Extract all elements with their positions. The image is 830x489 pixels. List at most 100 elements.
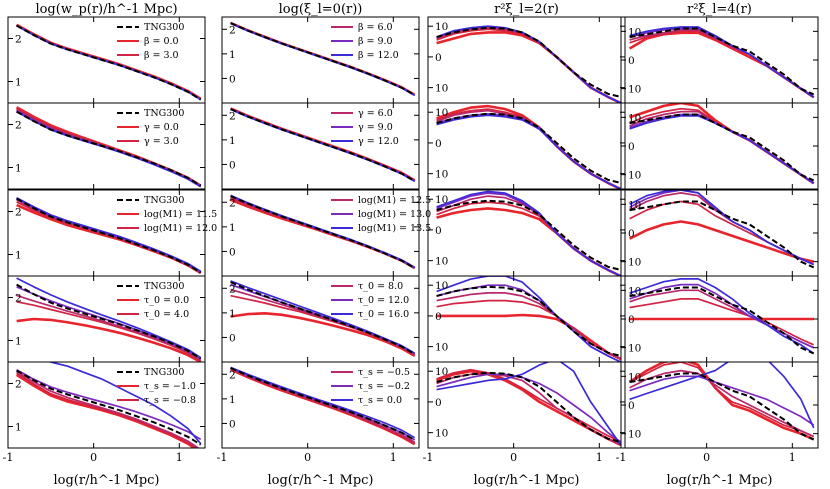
reference-line bbox=[629, 372, 815, 441]
panel-1-2: 10 0 10 bbox=[427, 102, 626, 190]
reference-line bbox=[16, 197, 202, 274]
y-tick-label: 10 bbox=[435, 21, 448, 33]
y-tick-label: 10 bbox=[628, 170, 641, 182]
legend: TNG300 γ = 0.0 γ = 3.0 bbox=[117, 108, 184, 147]
reference-line bbox=[16, 369, 202, 446]
y-tick-label: 0 bbox=[628, 141, 635, 153]
x-tick-label: 0 bbox=[304, 451, 311, 464]
series-line-3 bbox=[629, 283, 815, 349]
series-line-1 bbox=[436, 299, 622, 360]
y-tick-label: 10 bbox=[628, 84, 641, 96]
x-tick-label: 1 bbox=[789, 451, 796, 464]
reference-line bbox=[629, 286, 815, 355]
panel-4-3: -1 0 1 10 0 10 bbox=[616, 361, 819, 464]
reference-line bbox=[230, 367, 416, 441]
reference-line bbox=[629, 200, 815, 269]
y-tick-label: 10 bbox=[435, 280, 448, 292]
panel-0-2: 10 0 10 bbox=[427, 16, 626, 104]
series-line-0 bbox=[16, 317, 202, 362]
y-tick-label: 10 bbox=[435, 342, 448, 354]
panel-lines bbox=[15, 362, 202, 448]
x-tick-label: -1 bbox=[3, 451, 14, 464]
column-title-3: r²ξ_l=4(r) bbox=[687, 2, 752, 17]
series-line-4 bbox=[436, 114, 622, 189]
y-tick-label: 10 bbox=[435, 169, 448, 181]
legend-label: TNG300 bbox=[144, 108, 184, 119]
y-tick-label: 2 bbox=[15, 120, 22, 132]
y-tick-label: 1 bbox=[15, 336, 22, 348]
panel-lines bbox=[436, 104, 622, 189]
panel-lines bbox=[15, 106, 202, 188]
panel-4-2: -1 0 1 10 0 10 bbox=[423, 361, 626, 464]
legend-label: γ = 3.0 bbox=[144, 136, 179, 147]
panel-2-2: 10 0 10 bbox=[427, 189, 626, 277]
x-tick-label: 0 bbox=[510, 451, 517, 464]
reference-line bbox=[230, 195, 416, 269]
legend-label: TNG300 bbox=[144, 22, 184, 33]
y-tick-label: 2 bbox=[229, 24, 236, 36]
y-tick-label: 1 bbox=[15, 250, 22, 262]
panel-lines bbox=[436, 276, 622, 362]
legend: TNG300 log(M1) = 11.5 log(M1) = 12.0 bbox=[117, 195, 217, 234]
y-tick-label: 0 bbox=[435, 397, 442, 409]
panel-lines bbox=[230, 21, 416, 97]
series-line-1 bbox=[436, 28, 622, 103]
x-tick-label: 1 bbox=[390, 451, 397, 464]
legend: TNG300 τ_0 = 0.0 τ_0 = 4.0 bbox=[117, 281, 189, 320]
legend-label: log(M1) = 11.5 bbox=[144, 209, 217, 220]
y-tick-label: 1 bbox=[15, 163, 22, 175]
legend-label: β = 0.0 bbox=[144, 36, 179, 47]
panel-lines bbox=[436, 190, 622, 276]
series-line-4 bbox=[629, 26, 815, 99]
y-tick-label: 1 bbox=[229, 49, 236, 61]
legend-label: log(M1) = 12.5 bbox=[358, 195, 431, 206]
legend-label: β = 6.0 bbox=[358, 22, 393, 33]
legend: τ_s = −0.5 τ_s = −0.2 τ_s = 0.0 bbox=[331, 367, 410, 406]
legend: TNG300 β = 0.0 β = 3.0 bbox=[117, 22, 184, 61]
panel-frame bbox=[7, 102, 206, 190]
series-line-4 bbox=[436, 362, 622, 446]
panel-4-1: -1 0 1 0 1 2 τ_s = −0.5 τ_s = −0.2 τ_s = 0.0 bbox=[217, 361, 420, 464]
series-line-1 bbox=[436, 201, 622, 276]
y-tick-label: 2 bbox=[15, 379, 22, 391]
series-line-2 bbox=[629, 110, 815, 185]
series-line-0 bbox=[436, 313, 622, 361]
y-tick-label: 0 bbox=[628, 314, 635, 326]
legend-label: τ_0 = 4.0 bbox=[144, 309, 189, 320]
x-axis-label-0: log(r/h^-1 Mpc) bbox=[53, 473, 159, 488]
series-line-3 bbox=[436, 112, 622, 189]
legend-label: τ_s = −1.0 bbox=[144, 381, 196, 392]
legend-label: β = 3.0 bbox=[144, 50, 179, 61]
series-line-3 bbox=[629, 375, 815, 426]
x-tick-label: 1 bbox=[176, 451, 183, 464]
x-axis-label-3: log(r/h^-1 Mpc) bbox=[666, 473, 772, 488]
series-line-3 bbox=[16, 368, 202, 441]
series-line-4 bbox=[16, 277, 202, 359]
y-tick-label: 0 bbox=[229, 418, 236, 430]
x-axis-label-2: log(r/h^-1 Mpc) bbox=[473, 473, 579, 488]
reference-line bbox=[230, 281, 416, 355]
x-tick-label: -1 bbox=[616, 451, 627, 464]
panel-lines bbox=[436, 362, 622, 447]
y-tick-label: 10 bbox=[435, 256, 448, 268]
series-line-0 bbox=[628, 362, 815, 441]
panel-3-1: 0 1 2 τ_0 = 8.0 τ_0 = 12.0 τ_0 = 16.0 bbox=[221, 275, 420, 363]
legend-label: γ = 6.0 bbox=[358, 108, 393, 119]
y-tick-label: 1 bbox=[229, 394, 236, 406]
x-tick-label: 1 bbox=[596, 451, 603, 464]
series-line-0 bbox=[436, 369, 622, 447]
legend-label: τ_s = −0.8 bbox=[144, 395, 196, 406]
legend-label: β = 9.0 bbox=[358, 36, 393, 47]
legend-label: τ_s = −0.2 bbox=[358, 381, 410, 392]
x-tick-label: -1 bbox=[217, 451, 228, 464]
y-tick-label: 0 bbox=[229, 246, 236, 258]
legend-label: TNG300 bbox=[144, 367, 184, 378]
y-tick-label: 1 bbox=[15, 422, 22, 434]
legend-label: log(M1) = 13.0 bbox=[358, 209, 431, 220]
series-line-4 bbox=[629, 278, 815, 355]
legend-label: β = 12.0 bbox=[358, 50, 399, 61]
y-tick-label: 2 bbox=[229, 110, 236, 122]
panel-frame bbox=[221, 361, 420, 449]
y-tick-label: 10 bbox=[628, 26, 641, 38]
panel-frame bbox=[620, 102, 819, 190]
